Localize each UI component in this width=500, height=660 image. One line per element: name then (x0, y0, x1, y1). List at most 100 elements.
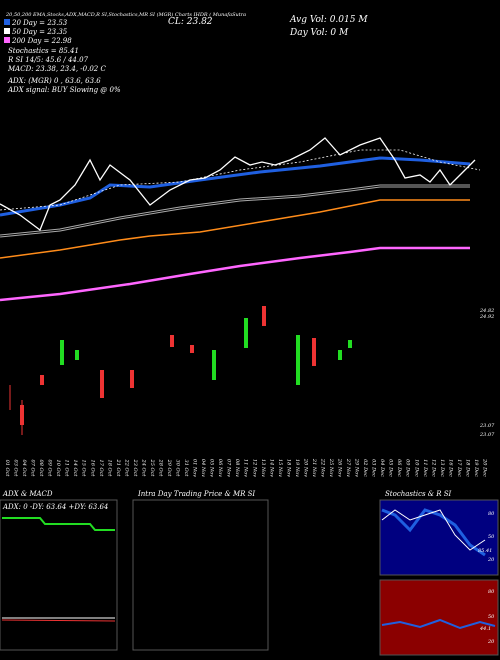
legend-entry: 200 Day = 22.98 (11, 37, 72, 45)
date-label: 11 Oct (64, 460, 70, 478)
date-label: 23 Oct (132, 459, 138, 478)
date-label: 08 Nov (234, 459, 240, 477)
stoch-panel (379, 499, 499, 576)
price-label: 23.07 (479, 423, 495, 429)
date-label: 12 Dec (430, 459, 436, 477)
date-label: 25 Nov (328, 458, 334, 477)
date-label: 10 Oct (55, 460, 61, 478)
date-label: 05 Dec (388, 459, 394, 477)
date-label: 24 Oct (140, 459, 146, 478)
panel-title: Intra Day Trading Price & MR SI (137, 490, 255, 498)
macd-signal (1, 619, 116, 622)
date-label: 19 Nov (294, 459, 300, 477)
close: CL: 23.82 (168, 17, 213, 27)
date-label: 20 Dec (481, 458, 487, 477)
price-lines (0, 137, 481, 302)
caption: 20,50,200 EMA,Stocks,ADX,MACD,R SI,Stoch… (5, 11, 246, 18)
price-label: 24.82 (479, 308, 494, 314)
rsi-tick: 50 (488, 614, 495, 620)
date-label: 18 Nov (285, 459, 291, 477)
legend-entry: 20 Day = 23.53 (11, 19, 68, 27)
date-label: 21 Oct (115, 459, 121, 478)
candles (9, 306, 352, 435)
date-label: 30 Oct (175, 460, 181, 478)
date-label: 05 Nov (209, 459, 215, 477)
date-label: 07 Oct (30, 460, 36, 478)
date-label: 22 Oct (123, 459, 129, 478)
date-label: 17 Oct (98, 460, 104, 478)
date-label: 13 Dec (439, 459, 445, 477)
date-label: 11 Nov (243, 459, 249, 477)
date-label: 16 Oct (89, 460, 95, 478)
panel-title: Stochastics & R SI (385, 490, 452, 498)
stat: ADX: (MGR) 0 , 63.6, 63.6 (7, 77, 101, 85)
date-label: 12 Nov (251, 459, 257, 477)
date-label: 27 Nov (345, 458, 351, 477)
date-label: 29 Nov (354, 458, 360, 477)
price-label: 24.92 (479, 314, 494, 320)
rsi-tick: 20 (487, 639, 495, 645)
date-label: 09 Oct (47, 460, 53, 478)
date-label: 19 Dec (473, 459, 479, 477)
stoch-tick: 50 (488, 534, 495, 540)
intra-panel (132, 499, 269, 651)
rsi-tick: 80 (488, 589, 495, 595)
date-label: 20 Nov (302, 458, 308, 477)
date-label: 21 Nov (311, 458, 317, 477)
date-axis: 01 Oct 03 Oct 04 Oct 07 Oct 08 Oct 09 Oct 10 O… (4, 458, 487, 477)
date-label: 07 Nov (226, 459, 232, 477)
date-label: 13 Nov (260, 459, 266, 477)
price-label: 23.07 (479, 432, 495, 438)
adx-text: ADX: 0 -DY: 63.64 +DY: 63.64 (2, 503, 108, 511)
date-label: 29 Oct (166, 459, 172, 478)
stat: Stochastics = 85.41 (8, 47, 79, 55)
stoch-tick: 80 (488, 511, 495, 517)
date-label: 18 Oct (106, 460, 112, 478)
date-label: 11 Dec (422, 459, 428, 477)
stat: ADX signal: BUY Slowing @ 0% (7, 86, 121, 94)
date-label: 10 Dec (413, 459, 419, 477)
date-label: 22 Nov (319, 458, 325, 477)
stat: R SI 14/5: 45.6 / 44.07 (7, 56, 89, 64)
date-label: 14 Nov (268, 459, 274, 477)
avg-vol: Avg Vol: 0.015 M (289, 15, 368, 25)
stoch-signal (381, 509, 486, 551)
date-label: 14 Oct (72, 460, 78, 478)
legend-swatch (4, 28, 10, 34)
panel-title: ADX & MACD (2, 490, 53, 498)
date-label: 02 Dec (362, 459, 368, 477)
date-label: 04 Dec (379, 459, 385, 477)
date-label: 18 Dec (464, 459, 470, 477)
stat: MACD: 23.38, 23.4, -0.02 C (7, 65, 106, 73)
date-label: 17 Dec (456, 459, 462, 477)
date-label: 03 Dec (371, 459, 377, 477)
date-label: 31 Oct (183, 460, 189, 478)
date-label: 01 Nov (192, 459, 198, 477)
date-label: 06 Nov (217, 459, 223, 477)
date-label: 15 Oct (81, 460, 87, 478)
adx-line (2, 517, 115, 531)
rsi-value: 44.1 (479, 626, 491, 632)
date-label: 09 Dec (405, 459, 411, 477)
date-label: 03 Oct (13, 460, 19, 478)
date-label: 06 Dec (396, 459, 402, 477)
rsi-line (381, 618, 496, 630)
adx-panel (0, 499, 118, 651)
day-vol: Day Vol: 0 M (289, 28, 349, 38)
date-label: 15 Nov (277, 459, 283, 477)
stoch-value: 85.41 (478, 548, 492, 554)
legend-entry: 50 Day = 23.35 (12, 28, 68, 36)
rsi-panel (379, 579, 499, 656)
date-label: 08 Oct (38, 460, 44, 478)
date-label: 16 Dec (447, 459, 453, 477)
legend-swatch (4, 19, 10, 25)
legend-swatch (4, 37, 10, 43)
date-label: 04 Oct (21, 460, 27, 478)
date-label: 28 Oct (157, 459, 163, 478)
date-label: 04 Nov (200, 459, 206, 477)
date-label: 26 Nov (337, 458, 343, 477)
date-label: 01 Oct (4, 460, 10, 478)
stoch-tick: 20 (487, 557, 495, 563)
date-label: 25 Oct (149, 459, 155, 478)
